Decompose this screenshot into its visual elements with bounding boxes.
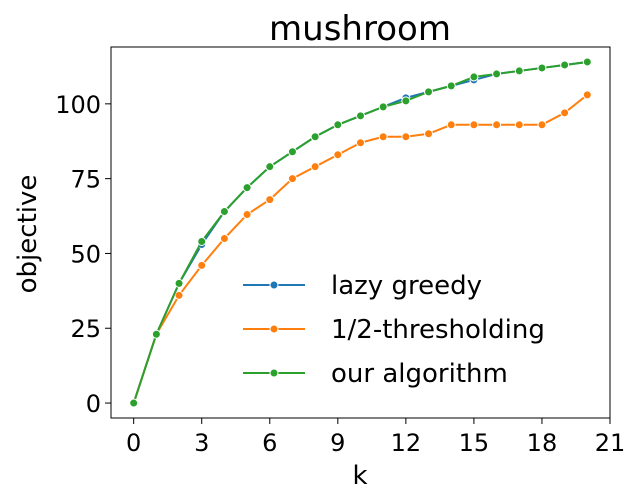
legend-label: 1/2-thresholding xyxy=(331,315,545,345)
chart-title: mushroom xyxy=(269,9,451,49)
data-point-series-2 xyxy=(310,162,320,172)
data-point-series-2 xyxy=(492,120,502,130)
data-point-series-3 xyxy=(265,162,275,172)
legend-label: our algorithm xyxy=(331,359,508,389)
data-point-series-2 xyxy=(537,120,547,130)
data-point-series-3 xyxy=(560,60,570,70)
data-point-series-3 xyxy=(582,57,592,67)
data-point-series-2 xyxy=(333,150,343,160)
y-tick-label: 100 xyxy=(55,91,101,119)
data-point-series-2 xyxy=(401,132,411,142)
plot-frame xyxy=(110,46,611,419)
data-point-series-2 xyxy=(265,195,275,205)
x-tick-label: 12 xyxy=(391,429,422,457)
data-point-series-3 xyxy=(401,96,411,106)
y-axis-label: objective xyxy=(13,175,43,294)
legend-swatch-marker xyxy=(269,368,279,378)
data-point-series-2 xyxy=(424,129,434,139)
x-tick-label: 3 xyxy=(194,429,209,457)
data-point-series-2 xyxy=(582,90,592,100)
legend-label: lazy greedy xyxy=(331,271,482,301)
data-point-series-2 xyxy=(514,120,524,130)
data-point-series-2 xyxy=(469,120,479,130)
data-point-series-3 xyxy=(219,207,229,217)
legend-swatch-marker xyxy=(269,280,279,290)
data-point-series-3 xyxy=(242,183,252,193)
data-point-series-3 xyxy=(129,398,139,408)
data-point-series-3 xyxy=(424,87,434,97)
data-point-series-3 xyxy=(333,120,343,130)
y-tick-label: 0 xyxy=(86,390,101,418)
x-tick-label: 15 xyxy=(459,429,490,457)
data-point-series-3 xyxy=(287,147,297,157)
data-point-series-3 xyxy=(514,66,524,76)
data-point-series-3 xyxy=(356,111,365,121)
data-point-series-3 xyxy=(469,72,479,82)
plot-area: 0 3 6 9 12 15 18 21 0 25 50 75 100 xyxy=(55,46,626,457)
legend-swatch-marker xyxy=(269,324,279,334)
data-point-series-2 xyxy=(197,260,207,270)
y-tick-label: 25 xyxy=(70,315,101,343)
y-tick-label: 75 xyxy=(70,166,101,194)
x-tick-label: 6 xyxy=(262,429,277,457)
x-tick-label: 21 xyxy=(595,429,626,457)
data-point-series-2 xyxy=(219,233,229,243)
data-point-series-2 xyxy=(174,290,184,300)
data-point-series-2 xyxy=(287,174,297,184)
x-tick-label: 9 xyxy=(330,429,345,457)
data-point-series-3 xyxy=(492,69,502,79)
y-tick-label: 50 xyxy=(70,240,101,268)
data-point-series-3 xyxy=(378,102,388,112)
data-point-series-2 xyxy=(356,138,365,148)
x-axis-label: k xyxy=(352,461,367,491)
data-point-series-2 xyxy=(242,210,252,220)
data-point-series-3 xyxy=(446,81,456,91)
data-point-series-3 xyxy=(174,278,184,288)
legend: lazy greedy 1/2-thresholding our algorithm xyxy=(243,271,545,389)
data-point-series-3 xyxy=(310,132,320,142)
x-tick-label: 0 xyxy=(126,429,141,457)
x-tick-label: 18 xyxy=(527,429,558,457)
data-point-series-2 xyxy=(378,132,388,142)
data-point-series-2 xyxy=(446,120,456,130)
data-point-series-2 xyxy=(560,108,570,118)
data-point-series-3 xyxy=(151,329,161,339)
data-point-series-3 xyxy=(537,63,547,73)
data-point-series-3 xyxy=(197,236,207,246)
